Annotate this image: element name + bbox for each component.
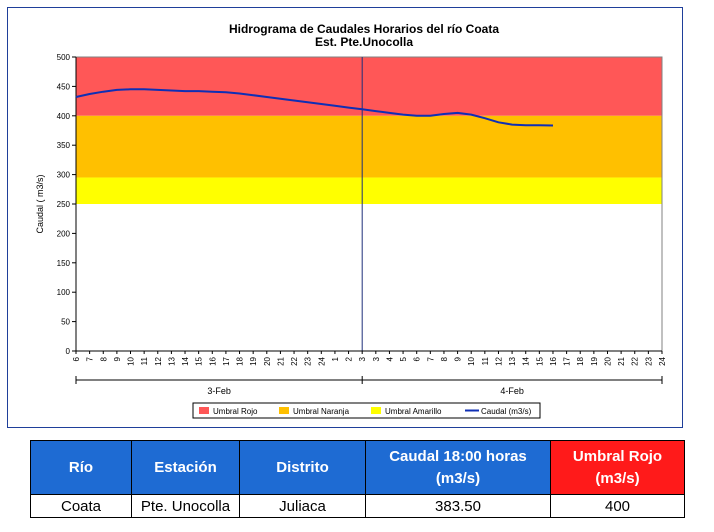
y-tick-label: 400: [57, 112, 71, 121]
x-tick-label: 9: [113, 356, 122, 361]
x-tick-label: 8: [99, 356, 108, 361]
x-tick-label: 16: [208, 356, 217, 365]
x-tick-label: 19: [590, 356, 599, 365]
x-tick-label: 10: [467, 356, 476, 365]
x-tick-label: 22: [631, 356, 640, 365]
x-tick-label: 21: [276, 356, 285, 365]
legend-box: [192, 402, 541, 419]
band-umbral-naranja: [76, 115, 662, 178]
x-tick-label: 24: [658, 356, 667, 365]
x-tick-label: 12: [494, 356, 503, 365]
y-axis-label: Caudal ( m3/s): [35, 174, 45, 233]
x-tick-label: 14: [181, 356, 190, 365]
series-line-caudal: [75, 88, 554, 127]
band-umbral-rojo: [76, 57, 662, 116]
x-tick-label: 6: [72, 356, 81, 361]
legend-swatch: [199, 407, 209, 414]
legend-swatch: [371, 407, 381, 414]
x-tick-label: 3: [372, 356, 381, 361]
cell-umbral-rojo: 400: [550, 494, 685, 518]
x-tick-label: 6: [413, 356, 422, 361]
legend-label: Umbral Naranja: [293, 407, 350, 416]
station-table: Río Estación Distrito Caudal 18:00 horas…: [30, 440, 685, 518]
x-tick-label: 20: [603, 356, 612, 365]
x-tick-label: 18: [576, 356, 585, 365]
x-tick-label: 24: [317, 356, 326, 365]
chart-subtitle: Est. Pte.Unocolla: [315, 35, 413, 49]
x-tick-label: 11: [481, 356, 490, 365]
legend-label: Umbral Rojo: [213, 407, 258, 416]
y-tick-label: 150: [57, 259, 71, 268]
y-tick-label: 50: [61, 318, 70, 327]
x-tick-label: 21: [617, 356, 626, 365]
y-tick-label: 500: [57, 53, 71, 62]
x-tick-label: 23: [304, 356, 313, 365]
x-tick-label: 17: [222, 356, 231, 365]
x-tick-label: 15: [195, 356, 204, 365]
chart-title: Hidrograma de Caudales Horarios del río …: [229, 22, 499, 36]
x-tick-label: 10: [127, 356, 136, 365]
y-tick-label: 350: [57, 141, 71, 150]
band-umbral-amarillo: [76, 177, 662, 204]
x-tick-label: 8: [440, 356, 449, 361]
day-label-1: 3-Feb: [207, 386, 231, 396]
x-tick-label: 2: [345, 356, 354, 361]
x-tick-label: 20: [263, 356, 272, 365]
chart-frame: Hidrograma de Caudales Horarios del río …: [7, 7, 683, 428]
legend-swatch: [279, 407, 289, 414]
y-tick-label: 250: [57, 200, 71, 209]
header-umbral-rojo: Umbral Rojo (m3/s): [550, 440, 685, 495]
y-tick-label: 450: [57, 82, 71, 91]
day-label-2: 4-Feb: [500, 386, 524, 396]
x-tick-label: 13: [508, 356, 517, 365]
header-distrito: Distrito: [239, 440, 366, 495]
header-caudal: Caudal 18:00 horas (m3/s): [365, 440, 551, 495]
x-tick-label: 5: [399, 356, 408, 361]
x-tick-label: 4: [385, 356, 394, 361]
cell-estacion: Pte. Unocolla: [131, 494, 240, 518]
x-tick-label: 3: [358, 356, 367, 361]
x-tick-label: 22: [290, 356, 299, 365]
x-tick-label: 11: [140, 356, 149, 365]
x-tick-label: 23: [644, 356, 653, 365]
x-tick-label: 7: [426, 356, 435, 361]
x-tick-label: 1: [331, 356, 340, 361]
x-tick-label: 9: [454, 356, 463, 361]
x-tick-label: 14: [522, 356, 531, 365]
header-estacion: Estación: [131, 440, 240, 495]
x-tick-label: 7: [86, 356, 95, 361]
y-tick-label: 100: [57, 288, 71, 297]
hydrograph-chart: Hidrograma de Caudales Horarios del río …: [35, 22, 667, 419]
x-tick-label: 17: [563, 356, 572, 365]
y-tick-label: 200: [57, 229, 71, 238]
cell-caudal: 383.50: [365, 494, 551, 518]
cell-rio: Coata: [30, 494, 132, 518]
x-tick-label: 15: [535, 356, 544, 365]
x-tick-label: 13: [167, 356, 176, 365]
legend-label: Caudal (m3/s): [481, 407, 532, 416]
header-rio: Río: [30, 440, 132, 495]
x-tick-label: 19: [249, 356, 258, 365]
y-tick-label: 300: [57, 171, 71, 180]
x-tick-label: 12: [154, 356, 163, 365]
x-tick-label: 16: [549, 356, 558, 365]
cell-distrito: Juliaca: [239, 494, 366, 518]
table-header-row: Río Estación Distrito Caudal 18:00 horas…: [30, 440, 685, 495]
x-tick-label: 18: [236, 356, 245, 365]
y-tick-label: 0: [66, 347, 71, 356]
table-row: Coata Pte. Unocolla Juliaca 383.50 400: [30, 494, 685, 518]
legend-label: Umbral Amarillo: [385, 407, 442, 416]
